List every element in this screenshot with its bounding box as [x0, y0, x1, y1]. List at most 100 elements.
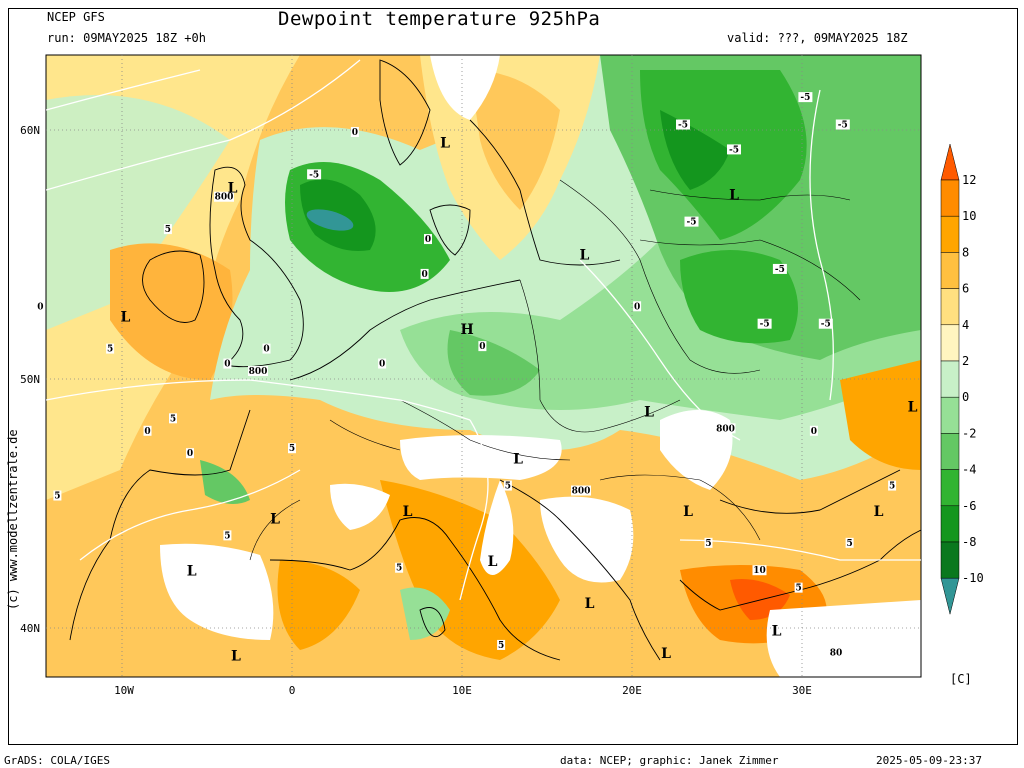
contour-label: 5	[395, 562, 404, 574]
isobar-3	[46, 379, 471, 421]
med-coast	[269, 517, 561, 661]
contour-label-text: -5	[800, 93, 810, 103]
low-pressure-marker: L	[585, 596, 595, 612]
contour-label-bg	[143, 425, 152, 436]
contour-label-text: -5	[729, 145, 739, 155]
lat-label-50n: 50N	[20, 373, 40, 386]
contour-label-bg	[571, 485, 591, 496]
contour-label: 5	[53, 490, 62, 502]
contour-label-bg	[36, 301, 45, 312]
contour-label-text: 5	[170, 414, 176, 424]
contour-label-bg	[704, 537, 713, 548]
footer-credit: data: NCEP; graphic: Janek Zimmer	[560, 754, 779, 767]
contour-label-text: 80	[830, 648, 843, 658]
lat-label-40n: 40N	[20, 622, 40, 635]
low-pressure-marker: L	[120, 310, 130, 326]
contour-label-text: 800	[716, 424, 735, 434]
lon-label-30e: 30E	[792, 684, 812, 697]
contour-label-text: 0	[37, 302, 43, 312]
contour-label: 5	[497, 639, 506, 651]
contour-label-bg	[395, 562, 404, 573]
contour-label-text: 5	[846, 539, 852, 549]
border-a	[519, 279, 681, 433]
contour-label-text: 5	[396, 564, 402, 574]
field-east-orange	[840, 360, 921, 470]
colorbar-swatch	[940, 215, 960, 253]
footer-timestamp: 2025-05-09-23:37	[876, 754, 982, 767]
colorbar-swatch	[940, 433, 960, 470]
contour-label-text: 0	[479, 342, 485, 352]
colorbar-swatch	[940, 396, 960, 434]
contour-label-bg	[829, 647, 843, 658]
contour-label-text: -5	[678, 121, 688, 131]
contour-label-text: -5	[775, 265, 785, 275]
field-corsica-green	[400, 587, 450, 640]
contour-label-text: 0	[811, 427, 817, 437]
contour-label-text: -5	[687, 218, 697, 228]
colorbar-swatch	[940, 252, 960, 289]
model-name: NCEP GFS	[47, 10, 105, 24]
contour-label-text: 0	[224, 360, 230, 370]
contour-label: 0	[36, 301, 45, 312]
contour-label-text: -5	[309, 170, 319, 180]
contour-label-bg	[163, 224, 172, 235]
colorbar-swatch	[940, 324, 960, 362]
low-pressure-marker: L	[908, 399, 918, 415]
colorbar-tick-label: -2	[962, 426, 976, 440]
contour-label: 0	[143, 425, 152, 437]
field-pyrenees-green	[200, 460, 250, 504]
colorbar-tick-label: 0	[962, 390, 969, 404]
ireland-coast	[142, 250, 205, 323]
contour-label-bg	[772, 263, 787, 274]
contour-label-text: -5	[838, 121, 848, 131]
colorbar-swatch	[940, 288, 960, 326]
contour-label-text: 5	[107, 345, 113, 355]
contour-label-text: 0	[144, 427, 150, 437]
contour-label-text: -5	[821, 320, 831, 330]
colorbar-tick-label: -4	[962, 463, 976, 477]
low-pressure-marker: L	[440, 135, 450, 151]
contour-label: -5	[757, 318, 772, 330]
contour-label: 5	[169, 413, 177, 424]
contour-label-bg	[288, 443, 296, 454]
low-pressure-marker: L	[228, 180, 238, 196]
chart-frame	[8, 8, 1018, 745]
lon-label-10e: 10E	[452, 684, 472, 697]
mask-balkans	[540, 496, 634, 583]
contour-label: 800	[571, 485, 591, 497]
contour-label-text: 0	[421, 270, 427, 280]
low-pressure-marker: L	[579, 247, 589, 263]
low-pressure-marker: L	[729, 188, 739, 204]
contour-label: 800	[248, 366, 268, 377]
valid-time: valid: ???, 09MAY2025 18Z	[727, 31, 908, 45]
contour-label-bg	[497, 639, 506, 650]
contour-label-text: -5	[760, 320, 770, 330]
contour-label-bg	[835, 119, 850, 130]
contour-label-bg	[752, 565, 767, 576]
isobar-6	[809, 89, 834, 401]
isobar-2	[46, 69, 201, 111]
contour-label-bg	[676, 119, 690, 130]
colorbar-tick-label: 2	[962, 354, 969, 368]
contour-label-bg	[757, 318, 772, 329]
contour-label: 10	[752, 565, 767, 576]
mask-alps	[400, 435, 562, 480]
contour-label-text: 10	[753, 566, 766, 576]
contour-label: 5	[794, 582, 803, 594]
low-pressure-marker: L	[772, 623, 782, 639]
contour-label-bg	[845, 537, 854, 548]
mask-anatolia	[766, 600, 921, 677]
colorbar-tick-label: -10	[962, 571, 984, 585]
contour-label: 800	[214, 191, 234, 203]
contour-label-bg	[307, 169, 322, 180]
mask-apennines	[480, 480, 514, 575]
contour-label: 5	[704, 537, 713, 549]
contour-label: 80	[829, 647, 843, 658]
low-pressure-marker: L	[661, 646, 671, 662]
contour-label-bg	[503, 480, 512, 491]
colorbar: 12 10 8 6 4 2 0 -2 -4 -6 -8 -10	[940, 143, 984, 615]
contour-label: 800	[715, 423, 736, 434]
contour-label: 0	[633, 301, 642, 312]
contour-label: 0	[378, 358, 387, 370]
